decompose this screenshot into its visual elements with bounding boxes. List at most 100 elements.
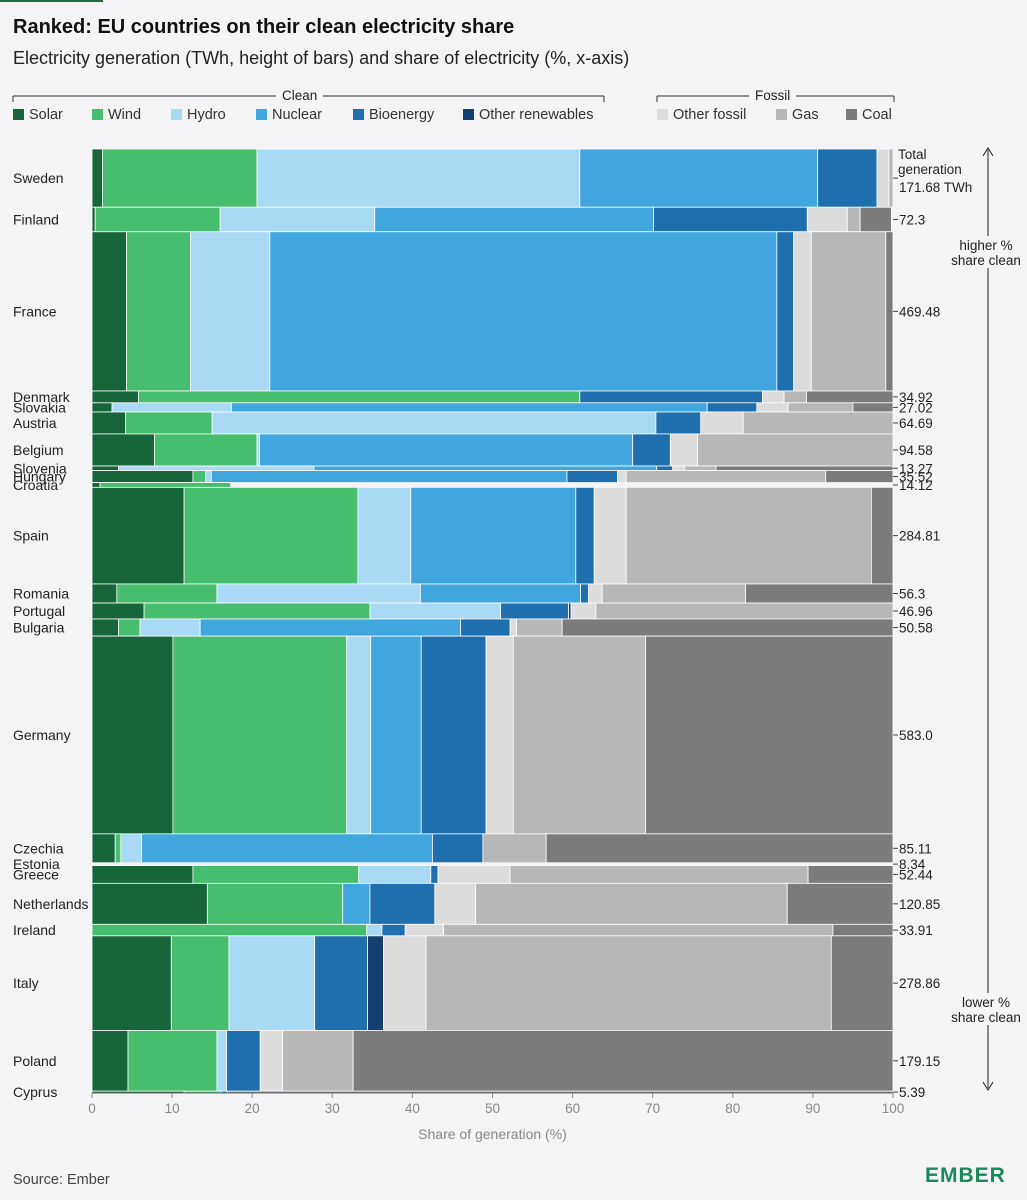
total-label-austria: 64.69 <box>899 416 933 431</box>
bar-segment-germany-hydro <box>346 635 372 835</box>
country-label-greece: Greece <box>13 866 59 882</box>
lower-note-line2: share clean <box>951 1010 1021 1025</box>
bar-segment-netherlands-bioenergy <box>369 882 436 925</box>
bar-segment-greece-solar <box>91 865 194 884</box>
bar-segment-spain-other-fossil <box>593 486 627 585</box>
bar-segment-poland-wind <box>127 1030 218 1092</box>
bar-segment-denmark-other-fossil <box>762 390 785 404</box>
bar-segment-spain-hydro <box>357 486 412 585</box>
bar-segment-finland-gas <box>846 206 861 233</box>
total-label-line2: generation <box>898 162 962 177</box>
bar-segment-denmark-coal <box>806 390 894 404</box>
bar-segment-france-wind <box>126 231 191 392</box>
bar-segment-finland-solar <box>91 206 96 233</box>
bar-segment-hungary-nuclear <box>210 470 568 483</box>
total-label-poland: 179.15 <box>899 1054 940 1069</box>
x-tick-label-70: 70 <box>645 1101 660 1116</box>
bar-segment-slovenia-other-fossil <box>672 465 686 471</box>
bar-segment-czechia-hydro <box>120 833 143 864</box>
bar-segment-greece-bioenergy <box>430 865 439 884</box>
bar-segment-italy-bioenergy <box>314 935 368 1031</box>
country-label-austria: Austria <box>13 415 57 431</box>
legend-swatch-wind <box>92 109 103 120</box>
country-label-ireland: Ireland <box>13 922 56 938</box>
ranking-arrow-up-head <box>982 147 994 157</box>
bar-segment-romania-bioenergy <box>580 583 590 604</box>
bar-segment-bulgaria-hydro <box>139 618 201 637</box>
bar-segment-portugal-hydro <box>369 602 501 620</box>
top-accent-bar <box>0 0 103 2</box>
chart-title: Ranked: EU countries on their clean elec… <box>13 16 515 38</box>
bar-segment-slovakia-other-fossil <box>756 402 789 413</box>
country-label-bulgaria: Bulgaria <box>13 620 65 636</box>
bar-segment-greece-gas <box>509 865 809 884</box>
x-tick-label-100: 100 <box>882 1101 905 1116</box>
bar-segment-slovakia-nuclear <box>230 402 708 413</box>
bar-segment-ireland-gas <box>443 923 834 937</box>
bar-segment-netherlands-other-fossil <box>434 882 477 925</box>
bar-segment-bulgaria-gas <box>516 618 563 637</box>
bar-segment-poland-other-fossil <box>259 1030 284 1092</box>
x-tick-label-80: 80 <box>725 1101 740 1116</box>
country-label-croatia: Croatia <box>13 477 58 493</box>
total-label-slovenia: 13.27 <box>899 461 933 476</box>
bar-remainder-estonia <box>92 862 893 866</box>
bar-segment-sweden-wind <box>102 148 258 208</box>
bar-segment-france-nuclear <box>269 231 778 392</box>
bar-segment-spain-coal <box>870 486 894 585</box>
country-label-italy: Italy <box>13 975 39 991</box>
bar-segment-croatia-solar <box>91 482 101 488</box>
source-note: Source: Ember <box>13 1172 110 1188</box>
bar-segment-portugal-wind <box>143 602 371 620</box>
bar-segment-austria-other-fossil <box>700 411 744 435</box>
bar-segment-poland-solar <box>91 1030 129 1092</box>
total-label-bulgaria: 50.58 <box>899 621 933 636</box>
bar-segment-romania-gas <box>601 583 747 604</box>
bar-segment-romania-coal <box>745 583 894 604</box>
x-tick-label-50: 50 <box>485 1101 500 1116</box>
bar-segment-hungary-wind <box>192 470 207 483</box>
bar-segment-czechia-coal <box>545 833 894 864</box>
bar-segment-bulgaria-solar <box>91 618 119 637</box>
bar-segment-belgium-wind <box>154 433 258 467</box>
bar-segment-slovakia-solar <box>91 402 113 413</box>
legend-label-nuclear: Nuclear <box>272 107 322 123</box>
bar-segment-poland-bioenergy <box>226 1030 261 1092</box>
total-label-croatia: 14.12 <box>899 478 933 493</box>
bar-segment-hungary-solar <box>91 470 194 483</box>
higher-note-line2: share clean <box>951 253 1021 268</box>
bar-segment-czechia-solar <box>91 833 116 864</box>
bar-segment-slovakia-gas <box>787 402 854 413</box>
bar-segment-hungary-other-fossil <box>617 470 627 483</box>
bar-segment-romania-nuclear <box>420 583 582 604</box>
bar-segment-germany-coal <box>645 635 894 835</box>
bar-segment-france-solar <box>91 231 127 392</box>
total-label-estonia: 8.34 <box>899 857 926 872</box>
total-label-cyprus: 5.39 <box>899 1085 925 1100</box>
bar-segment-bulgaria-nuclear <box>199 618 461 637</box>
bar-segment-bulgaria-coal <box>561 618 894 637</box>
bar-segment-spain-nuclear <box>410 486 577 585</box>
country-label-spain: Spain <box>13 528 49 544</box>
total-label-belgium: 94.58 <box>899 443 933 458</box>
bar-segment-italy-other-fossil <box>383 935 427 1031</box>
bar-segment-slovenia-bioenergy <box>656 465 674 471</box>
bar-segment-greece-coal <box>807 865 894 884</box>
bar-segment-germany-other-fossil <box>485 635 514 835</box>
x-tick-label-90: 90 <box>805 1101 820 1116</box>
bar-segment-ireland-hydro <box>366 923 383 937</box>
bar-segment-greece-other-fossil <box>437 865 511 884</box>
country-label-netherlands: Netherlands <box>13 896 89 912</box>
bar-segment-romania-hydro <box>216 583 421 604</box>
bar-segment-france-gas <box>810 231 887 392</box>
bar-segment-netherlands-gas <box>475 882 788 925</box>
total-label-denmark: 34.92 <box>899 390 933 405</box>
bar-segment-spain-solar <box>91 486 185 585</box>
bar-segment-finland-nuclear <box>374 206 654 233</box>
bar-segment-denmark-solar <box>91 390 139 404</box>
bar-segment-poland-hydro <box>216 1030 227 1092</box>
bar-segment-romania-other-fossil <box>588 583 603 604</box>
bar-segment-portugal-other-fossil <box>570 602 597 620</box>
total-label-czechia: 85.11 <box>899 841 932 856</box>
